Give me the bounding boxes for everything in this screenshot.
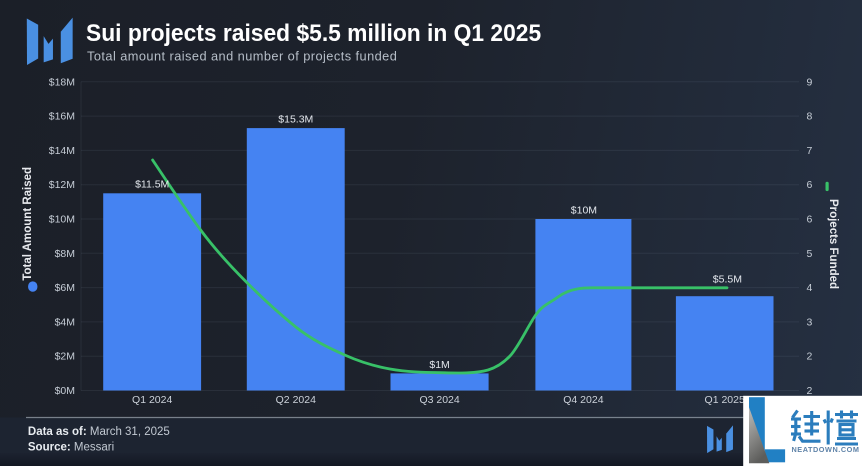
svg-text:2: 2 bbox=[807, 351, 813, 363]
svg-text:$5.5M: $5.5M bbox=[713, 274, 742, 286]
svg-text:Data as of: March 31, 2025: Data as of: March 31, 2025 bbox=[28, 426, 170, 438]
svg-text:Sui projects raised $5.5 milli: Sui projects raised $5.5 million in Q1 2… bbox=[86, 19, 541, 46]
svg-text:Q1 2025: Q1 2025 bbox=[705, 394, 745, 406]
svg-text:$11.5M: $11.5M bbox=[135, 179, 169, 191]
svg-text:Source: Messari: Source: Messari bbox=[28, 442, 114, 454]
svg-text:Q2 2024: Q2 2024 bbox=[276, 394, 316, 406]
svg-text:$2M: $2M bbox=[55, 351, 75, 363]
svg-text:$0M: $0M bbox=[55, 385, 75, 397]
svg-text:$4M: $4M bbox=[55, 316, 75, 328]
svg-text:2: 2 bbox=[807, 385, 813, 397]
svg-text:$8M: $8M bbox=[55, 248, 75, 260]
svg-text:Projects Funded: Projects Funded bbox=[827, 199, 839, 289]
svg-text:$16M: $16M bbox=[49, 111, 75, 123]
svg-text:6: 6 bbox=[807, 214, 813, 226]
svg-text:5: 5 bbox=[807, 248, 813, 260]
svg-text:$18M: $18M bbox=[49, 76, 75, 88]
svg-text:9: 9 bbox=[807, 76, 813, 88]
svg-text:$6M: $6M bbox=[55, 282, 75, 294]
svg-text:$15.3M: $15.3M bbox=[278, 114, 313, 126]
svg-text:NEATDOWN.COM: NEATDOWN.COM bbox=[791, 445, 859, 454]
svg-text:$10M: $10M bbox=[49, 214, 75, 226]
svg-text:Total amount raised and number: Total amount raised and number of projec… bbox=[87, 49, 397, 64]
svg-text:$1M: $1M bbox=[429, 359, 449, 371]
svg-text:4: 4 bbox=[807, 282, 813, 294]
svg-text:Q4 2024: Q4 2024 bbox=[563, 394, 603, 406]
svg-text:Q1 2024: Q1 2024 bbox=[132, 394, 172, 406]
svg-text:8: 8 bbox=[807, 111, 813, 123]
svg-text:$10M: $10M bbox=[571, 204, 597, 216]
svg-text:$12M: $12M bbox=[49, 179, 75, 191]
svg-text:7: 7 bbox=[807, 145, 813, 157]
svg-text:Q3 2024: Q3 2024 bbox=[419, 394, 459, 406]
svg-text:6: 6 bbox=[807, 179, 813, 191]
svg-text:$14M: $14M bbox=[49, 145, 75, 157]
svg-text:3: 3 bbox=[807, 316, 813, 328]
svg-text:Total Amount Raised: Total Amount Raised bbox=[22, 167, 34, 281]
